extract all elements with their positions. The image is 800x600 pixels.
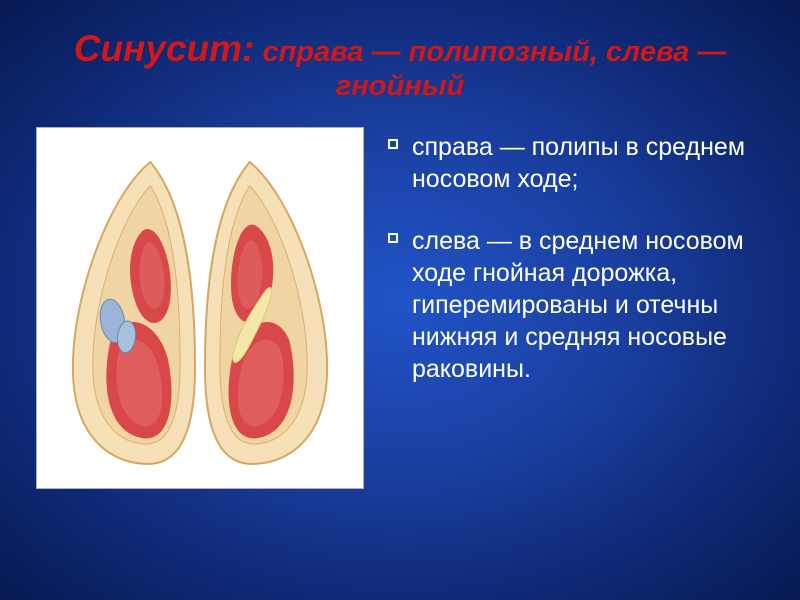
right-nasal-cavity <box>205 162 327 464</box>
nasal-svg <box>51 143 349 473</box>
title-sub: справа — полипозный, слева — гнойный <box>254 36 726 102</box>
illustration-column <box>36 127 364 489</box>
list-item: слева — в среднем носовом ходе гнойная д… <box>388 225 764 385</box>
content-row: справа — полипы в среднем носовом ходе; … <box>36 127 764 564</box>
list-item: справа — полипы в среднем носовом ходе; <box>388 131 764 195</box>
left-nasal-cavity <box>73 162 195 464</box>
bullet-marker-icon <box>388 233 398 243</box>
bullet-list: справа — полипы в среднем носовом ходе; … <box>388 131 764 385</box>
title-main: Синусит: <box>74 28 255 69</box>
slide-title: Синусит: справа — полипозный, слева — гн… <box>36 28 764 103</box>
bullet-marker-icon <box>388 139 398 149</box>
bullet-text: справа — полипы в среднем носовом ходе; <box>412 131 764 195</box>
nasal-illustration <box>36 127 364 489</box>
bullet-text: слева — в среднем носовом ходе гнойная д… <box>412 225 764 385</box>
text-column: справа — полипы в среднем носовом ходе; … <box>388 127 764 415</box>
slide: Синусит: справа — полипозный, слева — гн… <box>0 0 800 600</box>
